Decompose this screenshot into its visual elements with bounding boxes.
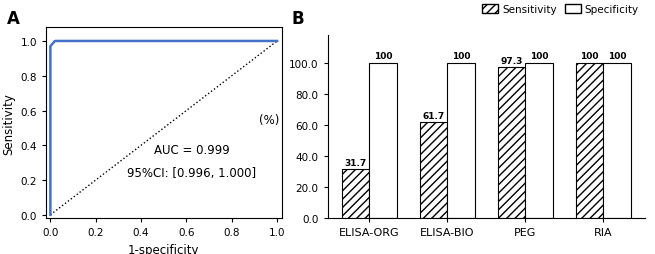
Text: AUC = 0.999: AUC = 0.999 (154, 144, 230, 156)
X-axis label: 1-specificity: 1-specificity (128, 243, 200, 254)
Text: 100: 100 (373, 52, 392, 61)
Bar (369, 64, 396, 218)
Text: 100: 100 (608, 52, 626, 61)
Bar (447, 64, 475, 218)
Bar (525, 64, 553, 218)
Text: 31.7: 31.7 (345, 158, 367, 167)
Text: B: B (291, 10, 304, 28)
Text: 61.7: 61.7 (422, 112, 445, 120)
Y-axis label: Sensitivity: Sensitivity (2, 92, 15, 154)
Bar (420, 123, 447, 218)
Text: 100: 100 (452, 52, 470, 61)
Legend: Sensitivity, Specificity: Sensitivity, Specificity (478, 1, 643, 19)
Bar (342, 169, 369, 218)
Text: 97.3: 97.3 (500, 56, 523, 65)
Text: A: A (7, 10, 20, 28)
Text: 100: 100 (530, 52, 548, 61)
Text: 95%CI: [0.996, 1.000]: 95%CI: [0.996, 1.000] (128, 166, 257, 179)
Bar (576, 64, 603, 218)
Y-axis label: (%): (%) (259, 114, 280, 127)
Bar (603, 64, 631, 218)
Bar (498, 68, 525, 218)
Text: 100: 100 (580, 52, 599, 61)
